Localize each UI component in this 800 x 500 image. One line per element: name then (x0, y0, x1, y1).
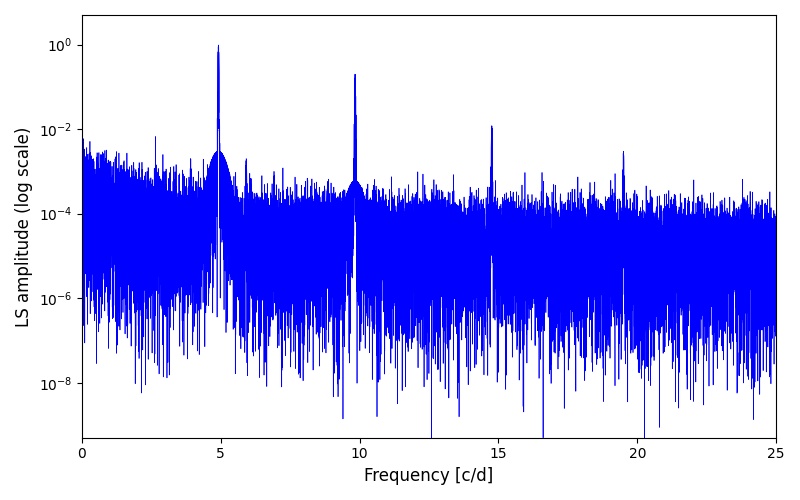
X-axis label: Frequency [c/d]: Frequency [c/d] (364, 467, 494, 485)
Y-axis label: LS amplitude (log scale): LS amplitude (log scale) (15, 126, 33, 326)
